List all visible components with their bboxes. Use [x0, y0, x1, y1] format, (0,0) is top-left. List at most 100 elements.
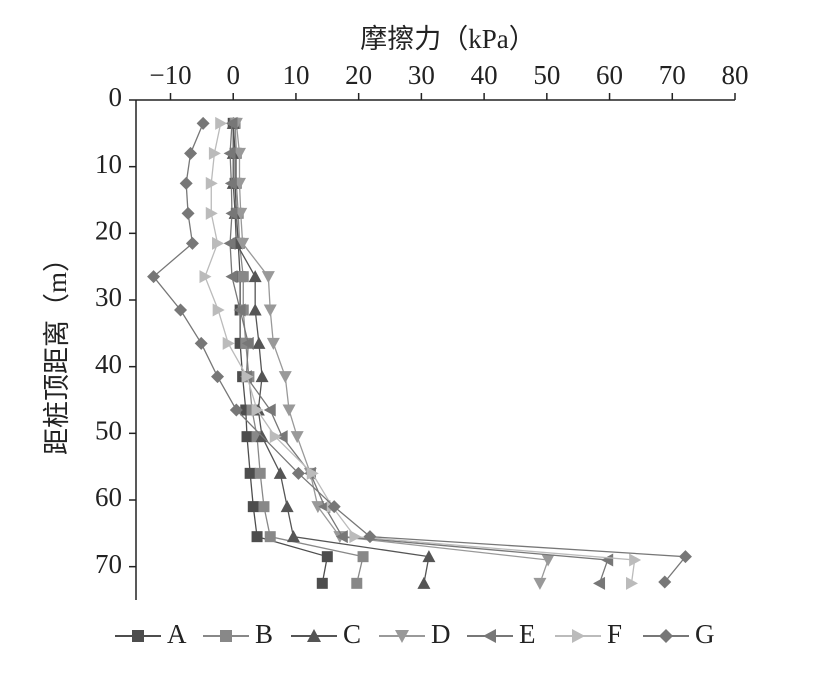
marker — [264, 531, 276, 543]
marker — [251, 403, 264, 417]
marker — [248, 270, 262, 283]
marker — [225, 206, 238, 220]
marker — [266, 337, 280, 350]
marker — [174, 303, 188, 317]
legend-label: A — [167, 619, 187, 649]
marker — [363, 530, 377, 544]
marker — [252, 336, 266, 349]
y-tick-label: 40 — [95, 349, 122, 379]
x-tick-label: 80 — [722, 60, 749, 90]
marker — [306, 466, 319, 480]
marker — [357, 551, 369, 563]
marker — [223, 236, 236, 250]
marker — [223, 146, 236, 160]
marker — [335, 530, 348, 544]
marker — [629, 553, 642, 567]
marker — [251, 531, 263, 543]
y-tick-label: 50 — [95, 416, 122, 446]
marker — [199, 270, 212, 284]
x-tick-label: 50 — [533, 60, 560, 90]
marker — [241, 336, 254, 350]
x-tick-label: 40 — [471, 60, 498, 90]
legend-label: D — [431, 619, 451, 649]
marker — [248, 303, 262, 316]
marker — [349, 530, 362, 544]
marker — [269, 430, 282, 444]
series-line — [232, 123, 329, 584]
marker — [241, 370, 254, 384]
y-tick-label: 60 — [95, 482, 122, 512]
marker — [147, 270, 161, 284]
marker — [327, 500, 341, 514]
legend-label: B — [255, 619, 273, 649]
marker — [541, 554, 555, 567]
marker — [212, 303, 225, 317]
y-tick-label: 0 — [109, 82, 123, 112]
marker — [626, 576, 639, 590]
marker — [224, 176, 237, 190]
marker — [181, 206, 195, 220]
marker — [658, 575, 672, 589]
marker — [244, 467, 256, 479]
legend-marker — [395, 630, 409, 643]
marker — [237, 271, 249, 283]
x-axis-title: 摩擦力（kPa） — [360, 24, 536, 54]
marker — [291, 466, 305, 480]
series-line — [232, 123, 430, 584]
marker — [282, 404, 296, 417]
legend-marker — [659, 629, 673, 643]
y-tick-label: 10 — [95, 149, 122, 179]
y-tick-label: 70 — [95, 549, 122, 579]
marker — [278, 371, 292, 384]
legend-label: F — [607, 619, 622, 649]
marker — [241, 431, 253, 443]
y-tick-label: 30 — [95, 282, 122, 312]
marker — [255, 370, 269, 383]
marker — [533, 577, 547, 590]
marker — [593, 576, 606, 590]
marker — [280, 500, 294, 513]
marker — [316, 577, 328, 589]
marker — [254, 467, 266, 479]
marker — [179, 176, 193, 190]
marker — [422, 550, 436, 563]
marker — [290, 431, 304, 444]
x-tick-label: 20 — [345, 60, 372, 90]
marker — [215, 116, 228, 130]
series-line — [229, 123, 609, 584]
marker — [225, 116, 238, 130]
x-tick-label: 0 — [226, 60, 240, 90]
marker — [321, 551, 333, 563]
marker — [212, 236, 225, 250]
marker — [205, 206, 218, 220]
marker — [351, 577, 363, 589]
marker — [225, 270, 238, 284]
legend-marker — [572, 629, 585, 643]
legend-marker — [220, 630, 232, 642]
y-axis-title: 距桩顶距离（m） — [42, 245, 72, 455]
marker — [233, 303, 246, 317]
marker — [211, 370, 225, 384]
marker — [417, 576, 431, 589]
legend-marker — [132, 630, 144, 642]
marker — [258, 501, 270, 513]
marker — [261, 271, 275, 284]
marker — [229, 403, 243, 417]
legend-label: G — [695, 619, 715, 649]
series-line — [235, 123, 549, 584]
y-tick-label: 20 — [95, 216, 122, 246]
legend-label: C — [343, 619, 361, 649]
marker — [273, 466, 287, 479]
legend-marker — [307, 629, 321, 642]
legend-label: E — [519, 619, 536, 649]
marker — [247, 501, 259, 513]
marker — [234, 207, 248, 220]
marker — [185, 236, 199, 250]
legend-marker — [483, 629, 496, 643]
series-line — [204, 123, 636, 584]
marker — [205, 176, 218, 190]
x-tick-label: 10 — [282, 60, 309, 90]
marker — [236, 237, 250, 250]
